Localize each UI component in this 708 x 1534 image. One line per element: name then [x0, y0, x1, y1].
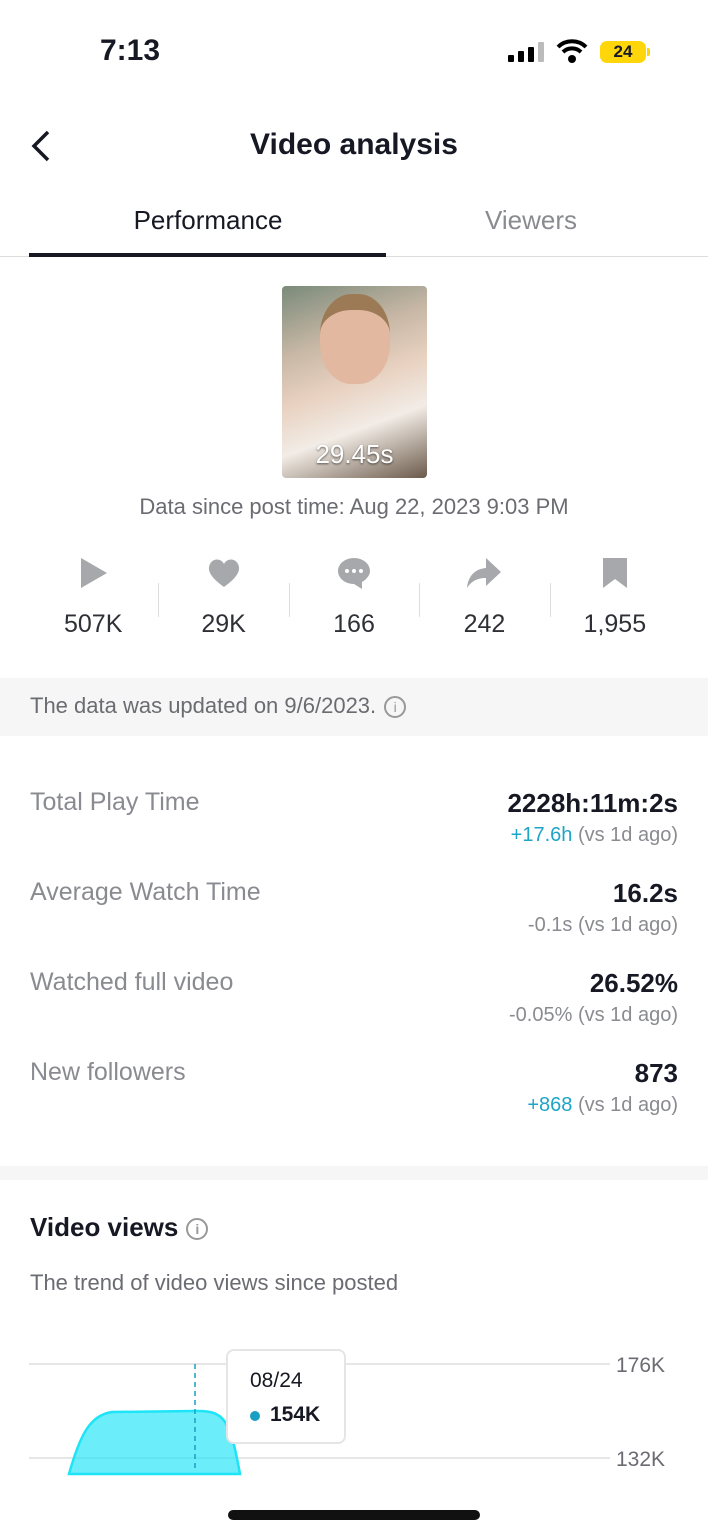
share-icon: [467, 558, 502, 588]
post-time: Data since post time: Aug 22, 2023 9:03 …: [139, 494, 569, 519]
tab-performance[interactable]: Performance: [133, 205, 283, 235]
page-title: Video analysis: [250, 128, 458, 161]
shares-count: 242: [463, 610, 506, 638]
metric-delta-row: +17.6h (vs 1d ago): [511, 824, 678, 847]
metric-compare: (vs 1d ago): [577, 824, 678, 846]
section-divider: [0, 1166, 708, 1180]
metric-value: 2228h:11m:2s: [507, 788, 678, 818]
section-title: Video views: [30, 1212, 179, 1242]
info-icon[interactable]: i: [384, 696, 407, 719]
metric-delta-row: -0.05% (vs 1d ago): [509, 1004, 678, 1027]
status-time: 7:13: [100, 34, 161, 67]
comments-count: 166: [333, 610, 375, 638]
metric-compare: (vs 1d ago): [577, 1094, 678, 1116]
video-views-title: Video views i: [30, 1212, 209, 1243]
chart-tooltip: 08/24 154K: [226, 1349, 346, 1444]
chevron-left-icon[interactable]: [28, 128, 54, 164]
stat-likes: 29K: [158, 555, 288, 639]
metric-delta: +17.6h: [510, 824, 573, 846]
metric-label: New followers: [30, 1058, 186, 1086]
active-tab-indicator: [29, 253, 386, 257]
update-text: The data was updated on 9/6/2023.: [30, 693, 377, 718]
tab-viewers[interactable]: Viewers: [484, 205, 577, 235]
metric-value: 26.52%: [589, 968, 678, 998]
stat-saves: 1,955: [549, 555, 680, 639]
bookmark-icon: [602, 558, 627, 588]
saves-count: 1,955: [583, 610, 647, 638]
metric-label: Watched full video: [30, 968, 234, 996]
likes-count: 29K: [201, 610, 246, 638]
stat-comments: 166: [288, 555, 419, 639]
metric-compare: (vs 1d ago): [577, 914, 678, 936]
y-tick-label: 176K: [616, 1354, 665, 1377]
metric-delta: -0.1s: [527, 914, 573, 936]
video-duration: 29.45s: [315, 439, 394, 469]
tooltip-value-row: 154K: [250, 1403, 344, 1427]
battery-tip: [647, 48, 650, 56]
metric-delta-row: -0.1s (vs 1d ago): [528, 914, 678, 937]
battery-icon: 24: [600, 41, 646, 63]
update-banner: The data was updated on 9/6/2023. i: [0, 678, 708, 736]
series-dot: [250, 1411, 260, 1421]
comment-icon: [338, 558, 371, 589]
metric-label: Total Play Time: [30, 788, 200, 816]
metric-delta: -0.05%: [509, 1004, 573, 1026]
views-chart[interactable]: 176K 132K: [0, 1340, 708, 1480]
cellular-signal-icon: [508, 42, 544, 62]
play-icon: [81, 558, 108, 588]
metric-label: Average Watch Time: [30, 878, 261, 906]
tooltip-value: 154K: [270, 1403, 321, 1426]
tooltip-date: 08/24: [250, 1369, 303, 1392]
metric-value: 16.2s: [612, 878, 678, 908]
metric-compare: (vs 1d ago): [577, 1004, 678, 1026]
video-views-subtitle: The trend of video views since posted: [30, 1270, 399, 1295]
thumbnail-image: [320, 294, 390, 384]
metric-delta: +868: [527, 1094, 573, 1116]
y-tick-label: 132K: [616, 1448, 665, 1471]
video-thumbnail[interactable]: 29.45s: [282, 286, 427, 478]
heart-icon: [208, 559, 239, 587]
stats-row: 507K 29K 166 242 1,955: [28, 555, 680, 639]
metric-value: 873: [634, 1058, 678, 1088]
stat-views: 507K: [28, 555, 158, 639]
wifi-icon: [556, 39, 588, 63]
info-icon[interactable]: i: [186, 1218, 209, 1241]
views-count: 507K: [64, 610, 123, 638]
metric-delta-row: +868 (vs 1d ago): [527, 1094, 678, 1117]
home-indicator: [228, 1510, 480, 1520]
stat-shares: 242: [419, 555, 549, 639]
views-area: [67, 1409, 242, 1476]
